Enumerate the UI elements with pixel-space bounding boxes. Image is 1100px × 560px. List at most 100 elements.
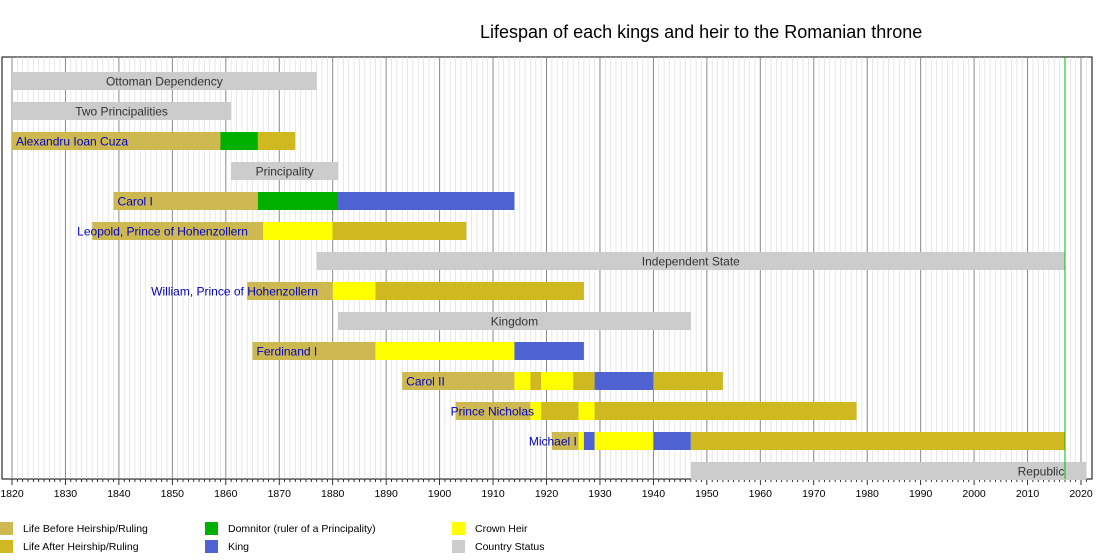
legend-swatch [452,540,465,553]
bar-segment-before [252,342,376,360]
bar-segment-after [573,372,595,390]
person-name-label: Ferdinand I [257,345,318,359]
bar-segment-before [551,432,579,450]
legend-item-domnitor: Domnitor (ruler of a Principality) [205,522,376,535]
legend-swatch [0,522,13,535]
x-tick-label: 1870 [268,488,292,500]
chart-title: Lifespan of each kings and heir to the R… [480,22,923,42]
x-tick-label: 1980 [856,488,880,500]
bar-segment-after [257,132,296,150]
legend-swatch [205,522,218,535]
bar-segment-after [653,372,723,390]
bar-segment-after [332,222,467,240]
bar-segment-domnitor [257,192,339,210]
status-row: Ottoman Dependency [12,72,317,90]
bar-segment-status [316,252,1065,270]
legend-item-after: Life After Heirship/Ruling [0,540,139,553]
person-name-label: Michael I [529,435,577,449]
x-tick-label: 2020 [1069,488,1093,500]
status-row: Kingdom [338,312,691,330]
x-tick-label: 1880 [321,488,345,500]
bar-segment-domnitor [220,132,258,150]
x-tick-label: 1990 [909,488,933,500]
bar-segment-status [338,312,691,330]
bar-segment-before [402,372,515,390]
x-tick-label: 2000 [962,488,986,500]
bar-segment-heir [578,432,584,450]
x-tick-label: 1910 [481,488,505,500]
bar-segment-status [690,462,1087,480]
bar-segment-heir [594,432,654,450]
bar-segment-after [530,372,542,390]
bar-segment-after [375,282,584,300]
bar-segment-before [12,132,221,150]
legend-label: King [228,540,250,553]
legend-item-heir: Crown Heir [452,522,528,535]
bar-segment-heir [375,342,515,360]
x-tick-label: 1830 [54,488,78,500]
person-row: Ferdinand I [252,342,584,360]
person-row: Carol II [402,372,723,390]
legend-swatch [452,522,465,535]
legend-item-before: Life Before Heirship/Ruling [0,522,148,535]
bar-segment-heir [578,402,595,420]
x-tick-label: 1940 [642,488,666,500]
person-name-label: Carol I [118,195,153,209]
x-tick-label: 1930 [588,488,612,500]
x-tick-label: 1920 [535,488,559,500]
person-name-label: Alexandru Ioan Cuza [16,135,128,149]
x-tick-label: 1950 [695,488,719,500]
bar-segment-before [247,282,333,300]
x-tick-label: 1820 [0,488,24,500]
bar-segment-after [690,432,1065,450]
person-row: William, Prince of Hohenzollern [151,282,584,300]
x-tick-label: 1890 [374,488,398,500]
legend-label: Life After Heirship/Ruling [23,540,139,553]
status-row: Two Principalities [12,102,232,120]
bar-segment-after [594,402,857,420]
person-row: Prince Nicholas [451,402,857,420]
person-row: Leopold, Prince of Hohenzollern [77,222,467,240]
legend-item-status: Country Status [452,540,544,553]
status-label: Principality [256,165,314,179]
x-tick-label: 2010 [1016,488,1040,500]
bar-segment-status [12,72,317,90]
person-name-label: Prince Nicholas [451,405,534,419]
x-tick-label: 1960 [749,488,773,500]
bar-segment-heir [332,282,376,300]
bar-segment-status [12,102,232,120]
person-row: Alexandru Ioan Cuza [12,132,296,150]
person-name-label: William, Prince of Hohenzollern [151,285,318,299]
x-tick-label: 1850 [161,488,185,500]
legend-label: Domnitor (ruler of a Principality) [228,522,376,535]
bar-segment-heir [530,402,542,420]
bar-segment-before [455,402,531,420]
status-row: Republic [690,462,1087,480]
status-label: Ottoman Dependency [106,75,223,89]
legend-swatch [205,540,218,553]
bar-segment-before [92,222,264,240]
person-row: Michael I [529,432,1065,450]
person-row: Carol I [113,192,515,210]
person-name-label: Leopold, Prince of Hohenzollern [77,225,248,239]
bar-segment-before [113,192,258,210]
status-label: Two Principalities [75,105,168,119]
bar-segment-king [583,432,595,450]
status-row: Principality [231,162,339,180]
legend-label: Country Status [475,540,545,553]
status-row: Independent State [316,252,1065,270]
bar-segment-king [338,192,515,210]
status-label: Kingdom [491,315,538,329]
legend-label: Crown Heir [475,522,528,535]
bar-segment-heir [514,372,531,390]
bar-segment-heir [541,372,574,390]
bar-segment-heir [263,222,333,240]
bar-segment-king [653,432,691,450]
bar-segment-after [541,402,579,420]
x-tick-label: 1860 [214,488,238,500]
x-tick-label: 1900 [428,488,452,500]
legend-swatch [0,540,13,553]
status-label: Independent State [642,255,740,269]
bar-segment-status [231,162,339,180]
